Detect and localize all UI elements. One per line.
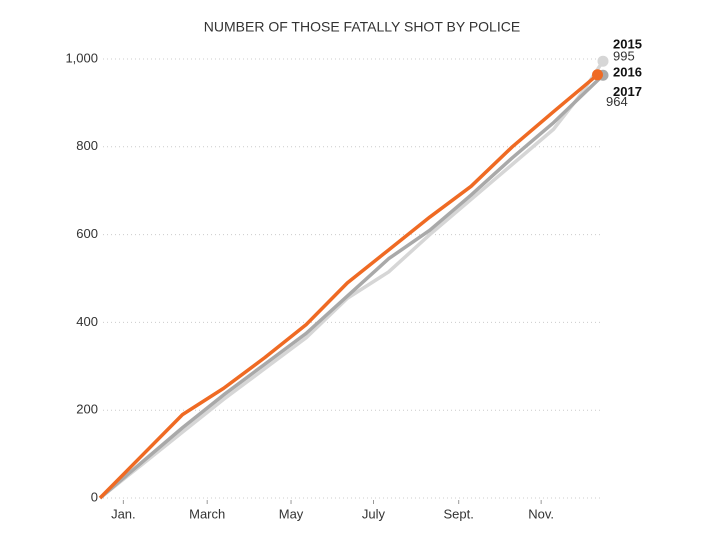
end-value-label: 995 [613,49,635,64]
end-dot [597,55,609,67]
y-tick-label: 0 [91,489,98,504]
y-tick-label: 400 [76,314,98,329]
y-tick-label: 200 [76,402,98,417]
x-tick-label: Nov. [528,506,554,521]
y-tick-label: 600 [76,226,98,241]
series-line [98,73,599,500]
series-label: 2016 [613,65,642,80]
end-dot [592,69,604,81]
series-line [98,60,605,500]
x-tick-label: July [362,506,386,521]
x-tick-label: May [279,506,304,521]
y-tick-label: 1,000 [65,50,98,65]
chart-title: NUMBER OF THOSE FATALLY SHOT BY POLICE [204,19,520,35]
y-tick-label: 800 [76,138,98,153]
x-tick-label: Sept. [444,506,474,521]
series-label: 2015 [613,37,642,52]
x-tick-label: March [189,506,225,521]
x-tick-label: Jan. [111,506,136,521]
series-label: 2017 [613,84,642,99]
series-line [98,73,605,500]
end-value-label: 964 [606,94,628,109]
